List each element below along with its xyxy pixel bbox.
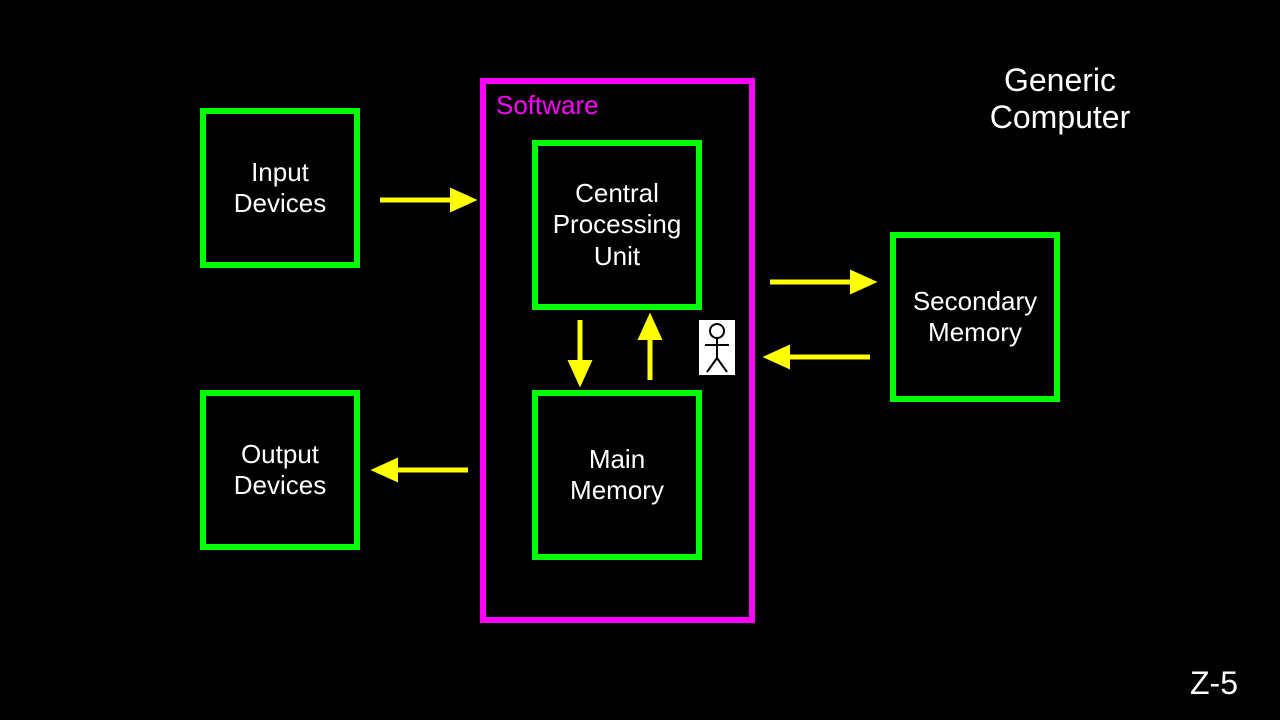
slide-number: Z-5 [1190, 665, 1238, 702]
arrows-layer [0, 0, 1280, 720]
stick-figure-icon [699, 320, 735, 375]
